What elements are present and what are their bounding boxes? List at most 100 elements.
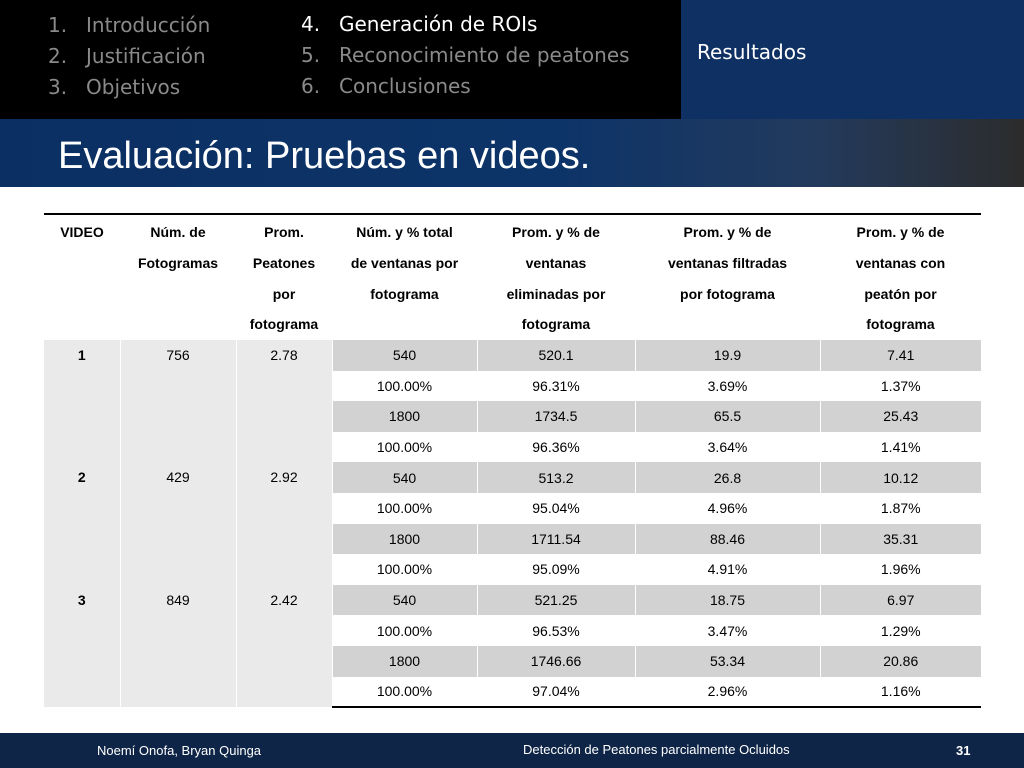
table-cell: 96.36%: [476, 431, 635, 463]
nav-column-2: 4. Generación de ROIs 5. Reconocimiento de …: [301, 9, 630, 102]
frames-cell: 756: [120, 340, 237, 463]
table-cell: 4.96%: [634, 492, 820, 524]
table-cell: 100.00%: [331, 615, 477, 646]
nav-item-col2-2[interactable]: 6. Conclusiones: [301, 71, 630, 102]
table-cell: 3.69%: [634, 370, 820, 402]
nav-item-number: 2.: [48, 44, 68, 68]
column-header-line: por fotograma: [680, 285, 775, 302]
video-cell: 1: [44, 340, 121, 463]
column-header-line: Prom. y % de: [683, 224, 772, 240]
column-header: Prom. y % de ventanas eliminadas por fotogr…: [477, 213, 635, 340]
column-header-line: VIDEO: [60, 224, 104, 240]
avg-pedestrians-cell: 2.92: [236, 462, 333, 585]
table-cell: 100.00%: [331, 676, 477, 709]
table-cell: 35.31: [819, 523, 981, 555]
table-cell: 4.91%: [634, 554, 820, 585]
nav-item-col1-1[interactable]: 2. Justificación: [48, 41, 210, 72]
column-header-line: fotograma: [370, 285, 439, 302]
column-header-line: fotograma: [866, 316, 935, 333]
column-header-line: fotograma: [249, 316, 319, 333]
table-cell: 1734.5: [476, 401, 635, 432]
nav-item-col1-2[interactable]: 3. Objetivos: [48, 72, 210, 103]
table-cell: 25.43: [819, 401, 981, 432]
table-cell: 540: [331, 462, 477, 493]
table-cell: 19.9: [634, 340, 820, 371]
table-row: 1800 1746.66 53.34 20.86: [44, 645, 981, 677]
column-header: Núm. de Fotogramas: [120, 213, 236, 340]
table-cell: 3.47%: [634, 615, 820, 646]
table-cell: 100.00%: [331, 554, 477, 585]
table-cell: 100.00%: [331, 370, 477, 402]
table-cell: 1.16%: [819, 676, 981, 709]
nav-item-number: 4.: [301, 12, 321, 36]
table-cell: 95.09%: [476, 554, 635, 585]
table-row: 1800 1711.54 88.46 35.31: [44, 523, 981, 555]
page-title: Evaluación: Pruebas en videos.: [58, 135, 591, 177]
table-cell: 521.25: [476, 584, 635, 616]
table-row: 2 429 2.92 540 513.2 26.8 10.12: [44, 462, 981, 585]
table-cell: 3.64%: [634, 431, 820, 463]
table-row: 100.00% 97.04% 2.96% 1.16%: [44, 676, 981, 709]
nav-item-col2-1[interactable]: 5. Reconocimiento de peatones: [301, 40, 630, 71]
table-cell: 7.41: [819, 340, 981, 371]
column-header-line: Fotogramas: [137, 254, 219, 271]
table-cell: 1.96%: [819, 554, 981, 585]
video-cell: 3: [44, 584, 121, 708]
nav-item-label: Justificación: [86, 44, 206, 68]
table-row: 100.00% 96.53% 3.47% 1.29%: [44, 615, 981, 646]
column-header-line: Peatones: [252, 254, 316, 271]
column-header-line: ventanas filtradas: [667, 254, 788, 271]
column-header-line: de ventanas por: [350, 254, 459, 271]
footer-authors: Noemí Onofa, Bryan Quinga: [97, 743, 262, 758]
table-header: VIDEO Núm. de Fotogramas Prom. Peatones por fo…: [44, 213, 981, 340]
nav-item-label: Objetivos: [86, 75, 181, 99]
avg-pedestrians-cell: 2.42: [236, 584, 333, 708]
table-body: 1 756 2.78 540 520.1 19.9 7.41 100.00% 96.31% 3.6…: [44, 340, 981, 709]
table-cell: 96.31%: [476, 370, 635, 402]
table-cell: 53.34: [634, 645, 820, 677]
table-cell: 1.41%: [819, 431, 981, 463]
nav-item-label: Reconocimiento de peatones: [339, 43, 630, 67]
column-header-line: Núm. y % total: [356, 224, 453, 240]
nav-item-number: 6.: [301, 74, 321, 98]
table-cell: 1711.54: [476, 523, 635, 555]
table-cell: 6.97: [819, 584, 981, 616]
nav-item-number: 3.: [48, 75, 68, 99]
table-cell: 26.8: [634, 462, 820, 493]
table-cell: 95.04%: [476, 492, 635, 524]
table-row: 1800 1734.5 65.5 25.43: [44, 401, 981, 432]
page-number: 31: [956, 743, 971, 758]
table-cell: 10.12: [819, 462, 981, 493]
column-header: VIDEO: [44, 213, 120, 340]
nav-item-label: Introducción: [86, 13, 211, 37]
column-header-line: ventanas con: [855, 254, 946, 271]
column-header-line: por: [272, 285, 296, 302]
table-row: 100.00% 95.04% 4.96% 1.87%: [44, 492, 981, 524]
table-row: 1 756 2.78 540 520.1 19.9 7.41: [44, 340, 981, 463]
column-header-line: fotograma: [521, 316, 591, 333]
nav-item-number: 5.: [301, 43, 321, 67]
table-cell: 100.00%: [331, 431, 477, 463]
table-cell: 96.53%: [476, 615, 635, 646]
nav-item-col1-0[interactable]: 1. Introducción: [48, 10, 210, 41]
column-header-line: ventanas: [525, 254, 587, 271]
nav-item-number: 1.: [48, 13, 68, 37]
table-cell: 513.2: [476, 462, 635, 493]
table-row: 100.00% 96.31% 3.69% 1.37%: [44, 370, 981, 402]
frames-cell: 849: [120, 584, 237, 708]
footer: Noemí Onofa, Bryan Quinga Detección de P…: [0, 733, 1024, 768]
title-bar: Evaluación: Pruebas en videos.: [0, 119, 1024, 187]
nav-item-col2-0[interactable]: 4. Generación de ROIs: [301, 9, 630, 40]
table-row: 100.00% 95.09% 4.91% 1.96%: [44, 554, 981, 585]
nav-column-1: 1. Introducción 2. Justificación 3. Objetivos: [48, 10, 210, 103]
frames-cell: 429: [120, 462, 237, 585]
table-cell: 1.87%: [819, 492, 981, 524]
column-header: Núm. y % total de ventanas por fotograma: [332, 213, 477, 340]
column-header: Prom. Peatones por fotograma: [236, 213, 332, 340]
table-cell: 88.46: [634, 523, 820, 555]
table-cell: 1.29%: [819, 615, 981, 646]
table-header-row: VIDEO Núm. de Fotogramas Prom. Peatones por fo…: [44, 213, 981, 340]
table-cell: 20.86: [819, 645, 981, 677]
nav-active-section[interactable]: Resultados: [681, 0, 1024, 119]
results-table: VIDEO Núm. de Fotogramas Prom. Peatones por fo…: [44, 213, 981, 709]
